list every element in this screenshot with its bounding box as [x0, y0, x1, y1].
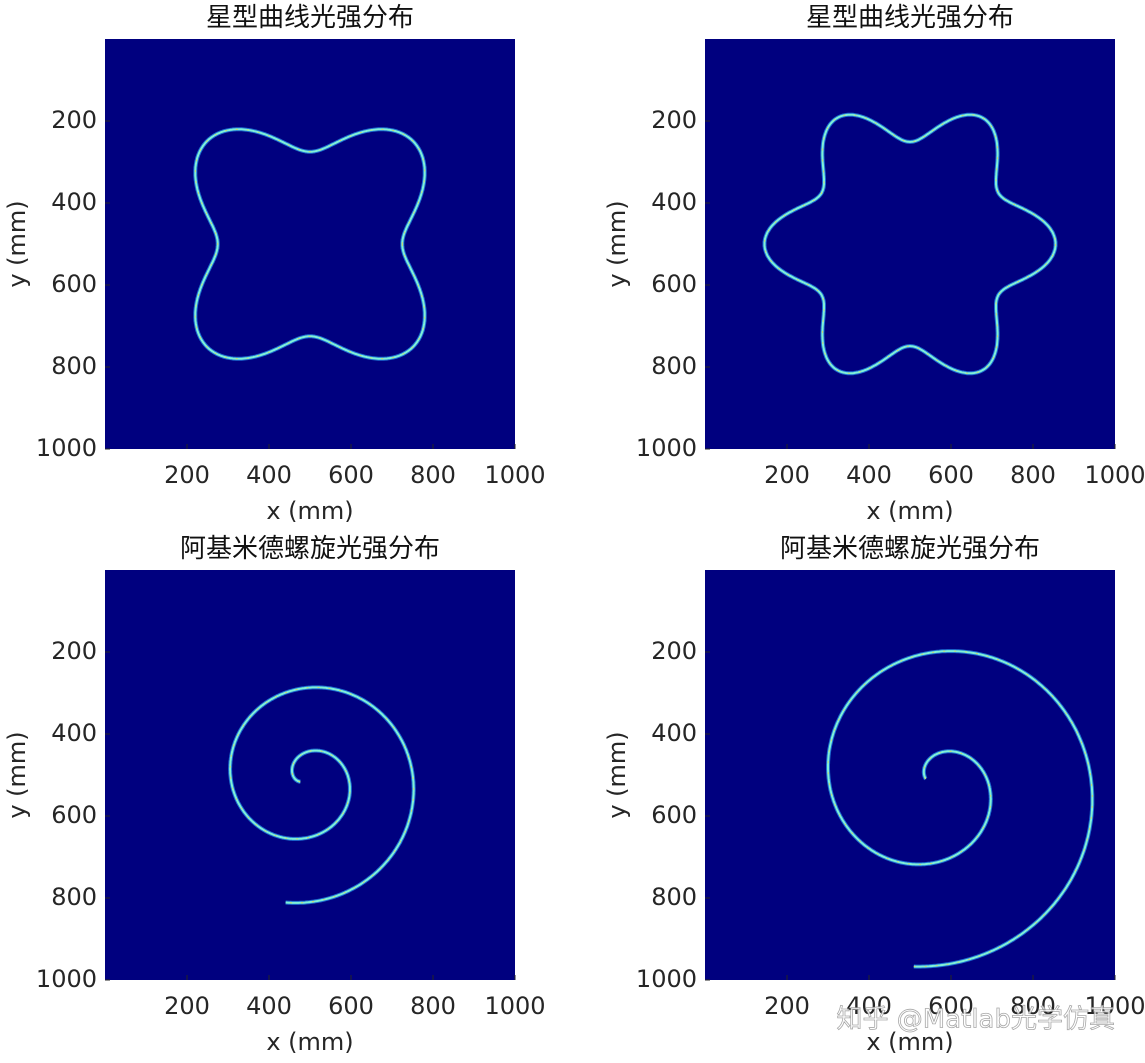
x-tick-label: 1000 — [484, 461, 545, 489]
y-tick-label: 1000 — [36, 434, 97, 462]
x-tick-label: 400 — [846, 992, 892, 1020]
x-tick-label: 800 — [1010, 992, 1056, 1020]
y-tick-label: 600 — [651, 270, 697, 298]
x-tick-label: 800 — [410, 461, 456, 489]
y-tick-label: 600 — [51, 801, 97, 829]
x-tick-label: 400 — [246, 461, 292, 489]
y-axis-label: y (mm) — [603, 731, 631, 818]
x-axis-label: x (mm) — [866, 1028, 953, 1056]
x-tick-label: 600 — [328, 461, 374, 489]
x-axis-label: x (mm) — [266, 1028, 353, 1056]
x-axis-label: x (mm) — [866, 497, 953, 525]
y-tick-label: 400 — [651, 188, 697, 216]
y-tick-label: 800 — [651, 352, 697, 380]
chart-title: 阿基米德螺旋光强分布 — [180, 534, 440, 564]
chart-title: 阿基米德螺旋光强分布 — [780, 534, 1040, 564]
x-tick-label: 400 — [846, 461, 892, 489]
intensity-peak — [194, 128, 426, 360]
x-axis-label: x (mm) — [266, 497, 353, 525]
x-tick-label: 1000 — [1084, 992, 1145, 1020]
y-axis-label: y (mm) — [603, 200, 631, 287]
chart-title: 星型曲线光强分布 — [206, 3, 414, 33]
x-tick-label: 200 — [764, 992, 810, 1020]
y-tick-label: 600 — [651, 801, 697, 829]
chart-title: 星型曲线光强分布 — [806, 3, 1014, 33]
plot-area — [705, 39, 1115, 449]
x-tick-label: 200 — [764, 461, 810, 489]
y-tick-label: 800 — [51, 883, 97, 911]
x-tick-label: 600 — [928, 461, 974, 489]
y-tick-label: 1000 — [636, 434, 697, 462]
y-tick-label: 400 — [651, 719, 697, 747]
intensity-curve — [827, 650, 1094, 968]
intensity-curve — [763, 113, 1057, 375]
y-tick-label: 200 — [651, 106, 697, 134]
plot-area — [105, 570, 515, 980]
y-tick-label: 800 — [51, 352, 97, 380]
plot-area — [105, 39, 515, 449]
y-tick-label: 1000 — [36, 965, 97, 993]
y-tick-label: 600 — [51, 270, 97, 298]
y-tick-label: 400 — [51, 188, 97, 216]
y-axis-label: y (mm) — [3, 731, 31, 818]
y-tick-label: 400 — [51, 719, 97, 747]
y-tick-label: 200 — [51, 637, 97, 665]
x-tick-label: 800 — [410, 992, 456, 1020]
plot-area — [705, 570, 1115, 980]
x-tick-label: 400 — [246, 992, 292, 1020]
y-axis-label: y (mm) — [3, 200, 31, 287]
x-tick-label: 200 — [164, 461, 210, 489]
y-tick-label: 200 — [651, 637, 697, 665]
y-tick-label: 200 — [51, 106, 97, 134]
x-tick-label: 1000 — [1084, 461, 1145, 489]
x-tick-label: 200 — [164, 992, 210, 1020]
x-tick-label: 800 — [1010, 461, 1056, 489]
watermark: 知乎 @Matlab光学仿真 — [837, 1005, 1116, 1035]
x-tick-label: 1000 — [484, 992, 545, 1020]
y-tick-label: 1000 — [636, 965, 697, 993]
y-tick-label: 800 — [651, 883, 697, 911]
x-tick-label: 600 — [328, 992, 374, 1020]
x-tick-label: 600 — [928, 992, 974, 1020]
intensity-curve — [229, 686, 415, 904]
